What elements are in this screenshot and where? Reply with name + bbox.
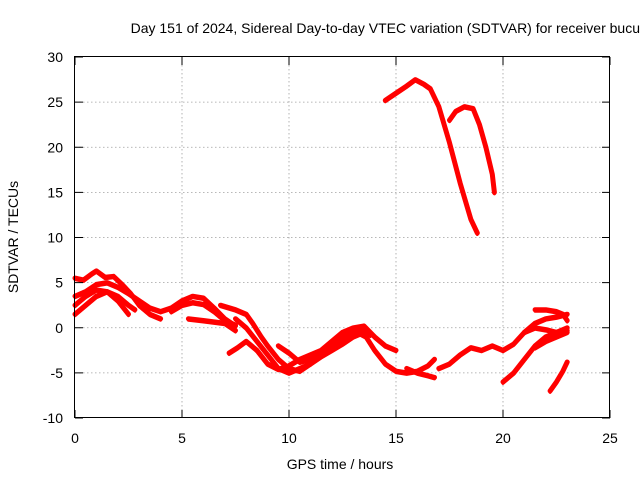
series-trace-19 (382, 77, 480, 236)
series-trace-4-spread (73, 291, 130, 318)
y-tick-label: 15 (47, 184, 63, 200)
x-tick-label: 5 (178, 430, 186, 446)
y-tick-label: 20 (47, 139, 63, 155)
y-tick-label: 30 (47, 49, 63, 65)
series-trace-12-spread (405, 368, 436, 381)
chart-title: Day 151 of 2024, Sidereal Day-to-day VTE… (131, 20, 640, 36)
series-trace-10-spread (276, 335, 355, 365)
x-tick-label: 15 (388, 430, 404, 446)
series-trace-8-spread (234, 318, 366, 376)
x-axis-label: GPS time / hours (287, 456, 394, 472)
series-trace-20 (447, 104, 497, 195)
series-trace-17-spread (533, 332, 569, 351)
series-trace-13-spread (437, 314, 569, 372)
series-trace-6-spread (186, 318, 237, 334)
series-trace-11-spread (356, 332, 436, 376)
y-tick-label: -5 (51, 365, 64, 381)
series-trace-9-spread (227, 325, 398, 373)
axis-ticks: 0 5 10 15 20 25 -10 -5 0 5 10 15 20 25 30 (43, 49, 618, 446)
y-tick-label: 10 (47, 230, 63, 246)
y-tick-label: 0 (55, 320, 63, 336)
grid (75, 57, 610, 418)
x-tick-label: 0 (71, 430, 79, 446)
series-trace-1-spread (73, 270, 163, 322)
x-tick-label: 25 (602, 430, 618, 446)
series-trace-2-spread (73, 282, 237, 329)
plot-frame (74, 56, 610, 418)
y-axis-label: SDTVAR / TECUs (5, 181, 21, 293)
x-tick-label: 20 (495, 430, 511, 446)
y-tick-label: 5 (55, 275, 63, 291)
y-tick-label: 25 (47, 94, 63, 110)
y-tick-label: -10 (43, 410, 63, 426)
series-trace-14-spread (533, 309, 569, 324)
series-trace-18-spread (548, 362, 569, 394)
x-tick-label: 10 (281, 430, 297, 446)
series-trace-19-spread (383, 79, 479, 236)
series-trace-20-spread (448, 106, 496, 196)
plot-area (72, 77, 570, 394)
